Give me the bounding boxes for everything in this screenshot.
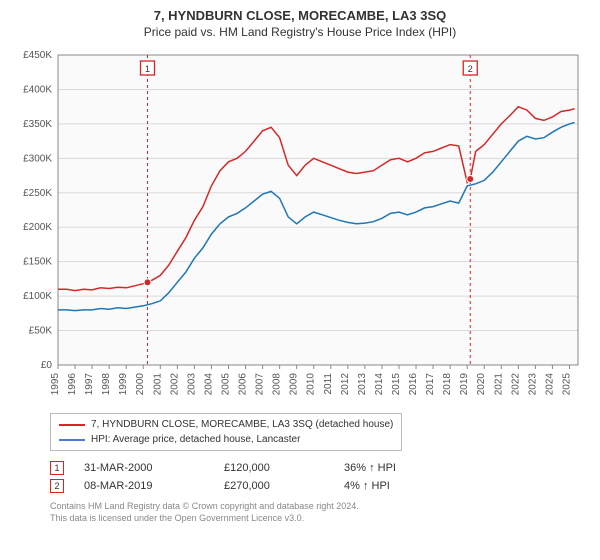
line-chart-svg: £0 £50K £100K £150K £200K £250K £300K £350K £400… (10, 45, 590, 405)
svg-text:2005: 2005 (220, 373, 231, 396)
legend-swatch (59, 424, 85, 426)
chart-subtitle: Price paid vs. HM Land Registry's House … (10, 25, 590, 39)
sale-price: £270,000 (224, 480, 324, 492)
svg-text:2021: 2021 (493, 373, 504, 396)
svg-text:£350K: £350K (23, 119, 52, 130)
svg-text:2: 2 (468, 64, 473, 74)
svg-text:1995: 1995 (50, 373, 61, 396)
svg-text:2019: 2019 (459, 373, 470, 396)
svg-text:1997: 1997 (84, 373, 95, 396)
svg-text:2023: 2023 (527, 373, 538, 396)
svg-text:£450K: £450K (23, 50, 52, 61)
svg-text:2016: 2016 (408, 373, 419, 396)
svg-text:1: 1 (145, 64, 150, 74)
sales-table: 1 31-MAR-2000 £120,000 36% ↑ HPI 2 08-MAR-201… (50, 459, 580, 495)
svg-text:2013: 2013 (357, 373, 368, 396)
sale-row: 1 31-MAR-2000 £120,000 36% ↑ HPI (50, 459, 580, 477)
svg-text:2011: 2011 (323, 373, 334, 395)
svg-text:2003: 2003 (186, 373, 197, 396)
svg-text:2020: 2020 (476, 373, 487, 396)
sale-hpi: 4% ↑ HPI (344, 480, 444, 492)
attribution-line1: Contains HM Land Registry data © Crown c… (50, 501, 580, 513)
legend-item: 7, HYNDBURN CLOSE, MORECAMBE, LA3 3SQ (d… (59, 417, 393, 432)
attribution-line2: This data is licensed under the Open Gov… (50, 513, 580, 525)
legend-box: 7, HYNDBURN CLOSE, MORECAMBE, LA3 3SQ (d… (50, 413, 402, 451)
sale-row: 2 08-MAR-2019 £270,000 4% ↑ HPI (50, 477, 580, 495)
svg-text:£400K: £400K (23, 84, 52, 95)
svg-text:2009: 2009 (289, 373, 300, 396)
legend-item: HPI: Average price, detached house, Lanc… (59, 432, 393, 447)
chart-title: 7, HYNDBURN CLOSE, MORECAMBE, LA3 3SQ (10, 8, 590, 23)
svg-text:2015: 2015 (391, 373, 402, 396)
sale-date: 31-MAR-2000 (84, 462, 204, 474)
svg-text:£250K: £250K (23, 188, 52, 199)
svg-text:2017: 2017 (425, 373, 436, 396)
attribution-text: Contains HM Land Registry data © Crown c… (50, 501, 580, 524)
svg-text:2001: 2001 (152, 373, 163, 396)
svg-text:2012: 2012 (340, 373, 351, 396)
sale-hpi: 36% ↑ HPI (344, 462, 444, 474)
svg-text:2024: 2024 (544, 373, 555, 396)
svg-text:2002: 2002 (169, 373, 180, 396)
svg-text:£200K: £200K (23, 222, 52, 233)
sale-price: £120,000 (224, 462, 324, 474)
legend-swatch (59, 439, 85, 441)
svg-text:2006: 2006 (238, 373, 249, 396)
svg-text:£50K: £50K (29, 326, 53, 337)
svg-text:2014: 2014 (374, 373, 385, 396)
svg-text:1998: 1998 (101, 373, 112, 396)
sale-marker-icon: 2 (50, 479, 64, 493)
svg-text:2008: 2008 (272, 373, 283, 396)
svg-text:2025: 2025 (561, 373, 572, 396)
svg-text:1996: 1996 (67, 373, 78, 396)
svg-text:2022: 2022 (510, 373, 521, 396)
svg-text:1999: 1999 (118, 373, 129, 396)
sale-marker-icon: 1 (50, 461, 64, 475)
svg-text:2018: 2018 (442, 373, 453, 396)
legend-label: HPI: Average price, detached house, Lanc… (91, 432, 300, 447)
legend-label: 7, HYNDBURN CLOSE, MORECAMBE, LA3 3SQ (d… (91, 417, 393, 432)
svg-text:£300K: £300K (23, 153, 52, 164)
svg-text:2007: 2007 (255, 373, 266, 396)
svg-text:2010: 2010 (306, 373, 317, 396)
svg-text:£100K: £100K (23, 291, 52, 302)
svg-text:2004: 2004 (203, 373, 214, 396)
svg-text:2000: 2000 (135, 373, 146, 396)
sale-date: 08-MAR-2019 (84, 480, 204, 492)
svg-text:£150K: £150K (23, 257, 52, 268)
chart-area: £0 £50K £100K £150K £200K £250K £300K £350K £400… (10, 45, 590, 405)
svg-text:£0: £0 (41, 360, 53, 371)
